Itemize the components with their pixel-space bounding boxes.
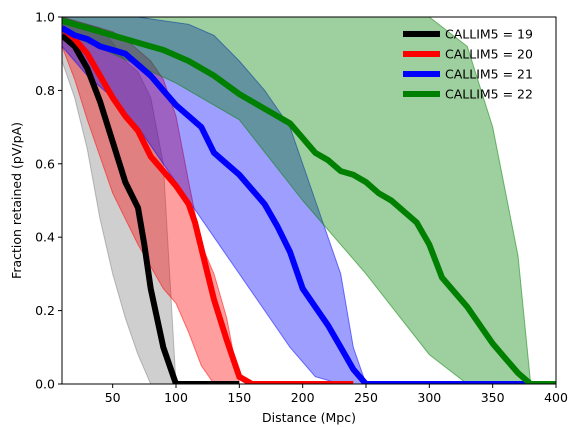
y-tick-label: 0.6 bbox=[35, 156, 55, 171]
x-axis-ticks: 50 100 150 200 250 300 350 400 bbox=[105, 384, 568, 405]
x-tick-label: 200 bbox=[291, 390, 315, 405]
legend: CALLIM5 = 19 CALLIM5 = 20 CALLIM5 = 21 CALL… bbox=[403, 27, 533, 102]
x-axis-label: Distance (Mpc) bbox=[262, 410, 356, 425]
confidence-bands bbox=[62, 17, 532, 384]
y-axis-ticks: 0.0 0.2 0.4 0.6 0.8 1.0 bbox=[35, 10, 62, 392]
y-tick-label: 0.0 bbox=[35, 377, 55, 392]
x-tick-label: 400 bbox=[544, 390, 568, 405]
x-tick-label: 50 bbox=[105, 390, 121, 405]
x-tick-label: 250 bbox=[354, 390, 378, 405]
plot-frame bbox=[61, 16, 557, 385]
y-tick-label: 0.4 bbox=[35, 230, 55, 245]
legend-label-4: CALLIM5 = 22 bbox=[445, 87, 533, 102]
series-lines bbox=[62, 17, 556, 384]
y-axis-label: Fraction retained (pV/pA) bbox=[9, 122, 24, 279]
series-line-2 bbox=[62, 25, 354, 384]
confidence-band-4 bbox=[62, 17, 532, 384]
x-tick-label: 350 bbox=[481, 390, 505, 405]
x-tick-label: 300 bbox=[417, 390, 441, 405]
x-tick-label: 100 bbox=[164, 390, 188, 405]
legend-label-1: CALLIM5 = 19 bbox=[445, 27, 533, 42]
y-tick-label: 1.0 bbox=[35, 10, 55, 25]
x-tick-label: 150 bbox=[227, 390, 251, 405]
y-tick-label: 0.2 bbox=[35, 303, 55, 318]
y-tick-label: 0.8 bbox=[35, 83, 55, 98]
series-line-4 bbox=[62, 17, 556, 384]
series-line-3 bbox=[62, 25, 556, 384]
legend-label-3: CALLIM5 = 21 bbox=[445, 67, 533, 82]
legend-label-2: CALLIM5 = 20 bbox=[445, 47, 533, 62]
confidence-band-3 bbox=[62, 17, 367, 384]
series-line-1 bbox=[62, 33, 240, 384]
